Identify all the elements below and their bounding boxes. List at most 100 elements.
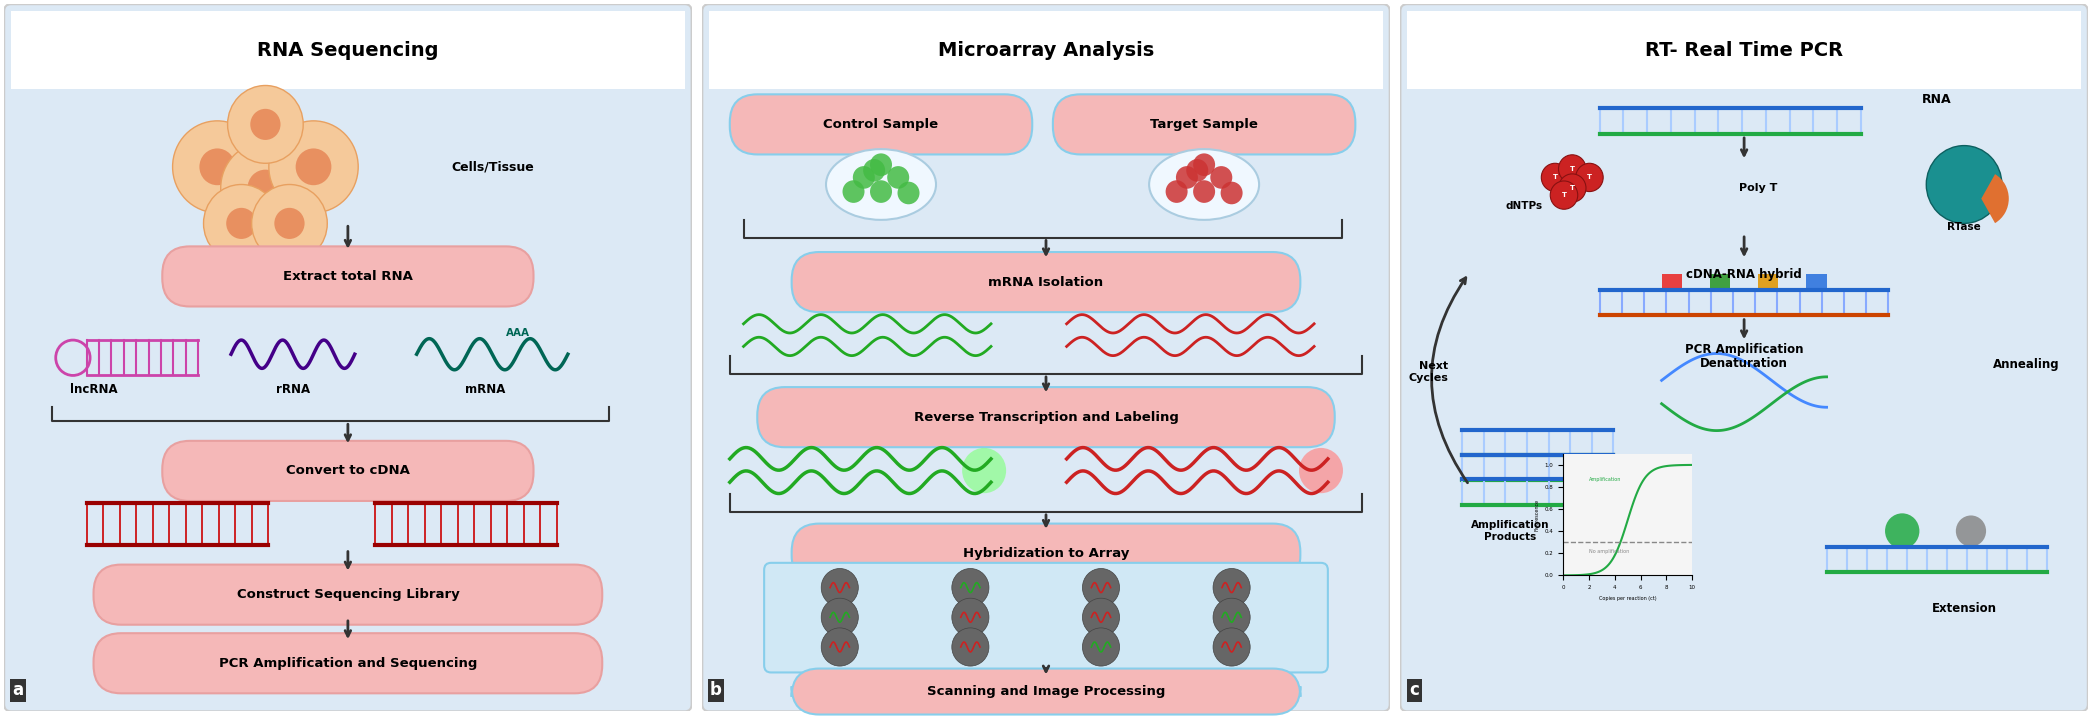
- FancyBboxPatch shape: [791, 252, 1301, 312]
- Bar: [709, 11, 1383, 89]
- Circle shape: [1186, 159, 1209, 182]
- FancyBboxPatch shape: [163, 246, 533, 307]
- Circle shape: [1192, 154, 1215, 176]
- Circle shape: [247, 169, 282, 206]
- Circle shape: [1956, 516, 1985, 546]
- Text: Construct Sequencing Library: Construct Sequencing Library: [236, 588, 460, 601]
- Circle shape: [251, 185, 326, 262]
- Circle shape: [1220, 182, 1243, 205]
- Text: Annealing: Annealing: [1994, 358, 2059, 371]
- Text: Extract total RNA: Extract total RNA: [282, 270, 412, 283]
- Text: b: b: [709, 681, 722, 699]
- Bar: [10, 11, 684, 89]
- Bar: [1757, 274, 1778, 290]
- Circle shape: [274, 208, 305, 239]
- Text: T: T: [1569, 185, 1575, 191]
- Text: Amplification
Products: Amplification Products: [1471, 521, 1550, 542]
- Circle shape: [1165, 180, 1188, 203]
- Text: Denaturation: Denaturation: [1701, 357, 1789, 370]
- Text: RT- Real Time PCR: RT- Real Time PCR: [1644, 41, 1843, 60]
- Text: RTase: RTase: [1948, 222, 1981, 232]
- Text: Amplification: Amplification: [1590, 477, 1621, 482]
- Circle shape: [952, 598, 990, 636]
- Circle shape: [822, 598, 858, 636]
- Text: mRNA: mRNA: [464, 383, 506, 396]
- FancyBboxPatch shape: [94, 633, 602, 694]
- Circle shape: [1211, 166, 1232, 189]
- Circle shape: [897, 182, 920, 205]
- Text: Reverse Transcription and Labeling: Reverse Transcription and Labeling: [914, 411, 1178, 424]
- Text: Extension: Extension: [1931, 602, 1996, 615]
- X-axis label: Copies per reaction (ct): Copies per reaction (ct): [1598, 596, 1657, 601]
- Text: cDNA-RNA hybrid: cDNA-RNA hybrid: [1686, 268, 1801, 281]
- Circle shape: [854, 166, 874, 189]
- Circle shape: [1885, 513, 1918, 549]
- Circle shape: [887, 166, 910, 189]
- FancyBboxPatch shape: [4, 4, 692, 712]
- Circle shape: [270, 121, 358, 213]
- Text: RNA: RNA: [1923, 93, 1952, 106]
- Text: dNTPs: dNTPs: [1506, 201, 1542, 210]
- Circle shape: [203, 185, 278, 262]
- Circle shape: [1192, 180, 1215, 203]
- FancyBboxPatch shape: [791, 668, 1301, 714]
- Wedge shape: [1981, 174, 2008, 223]
- Circle shape: [295, 149, 331, 185]
- Text: Convert to cDNA: Convert to cDNA: [287, 465, 410, 477]
- Circle shape: [864, 159, 885, 182]
- FancyBboxPatch shape: [163, 441, 533, 501]
- Text: c: c: [1410, 681, 1418, 699]
- Text: Scanning and Image Processing: Scanning and Image Processing: [927, 685, 1165, 698]
- Text: Next
Cycles: Next Cycles: [1408, 361, 1448, 383]
- Text: AAA: AAA: [506, 328, 529, 338]
- FancyBboxPatch shape: [1400, 4, 2088, 712]
- Circle shape: [1299, 448, 1343, 493]
- FancyBboxPatch shape: [791, 523, 1301, 584]
- Circle shape: [226, 208, 257, 239]
- Text: Target Sample: Target Sample: [1151, 118, 1257, 131]
- Circle shape: [870, 180, 891, 203]
- Circle shape: [1927, 146, 2002, 223]
- Text: Cells/Tissue: Cells/Tissue: [452, 160, 533, 173]
- Circle shape: [843, 180, 864, 203]
- FancyBboxPatch shape: [1052, 94, 1356, 154]
- Circle shape: [1542, 163, 1569, 192]
- Text: mRNA Isolation: mRNA Isolation: [987, 276, 1105, 289]
- Bar: [1709, 274, 1730, 290]
- FancyBboxPatch shape: [703, 4, 1389, 712]
- Text: PCR Amplification: PCR Amplification: [1684, 342, 1803, 356]
- Circle shape: [1082, 598, 1119, 636]
- Circle shape: [952, 569, 990, 607]
- Circle shape: [870, 154, 891, 176]
- Circle shape: [1176, 166, 1199, 189]
- Circle shape: [1213, 569, 1251, 607]
- Circle shape: [1575, 163, 1602, 192]
- Ellipse shape: [1149, 149, 1259, 220]
- Text: RNA Sequencing: RNA Sequencing: [257, 41, 439, 60]
- Bar: [1408, 11, 2082, 89]
- Y-axis label: Fluorescence: Fluorescence: [1533, 498, 1540, 531]
- Circle shape: [251, 109, 280, 140]
- Bar: [1805, 274, 1826, 290]
- Circle shape: [822, 569, 858, 607]
- Circle shape: [1559, 174, 1586, 202]
- FancyBboxPatch shape: [764, 563, 1328, 673]
- FancyBboxPatch shape: [730, 94, 1031, 154]
- Circle shape: [199, 149, 234, 185]
- Text: T: T: [1552, 174, 1559, 180]
- Circle shape: [1082, 569, 1119, 607]
- Circle shape: [228, 85, 303, 163]
- Text: a: a: [13, 681, 23, 699]
- Text: T: T: [1569, 166, 1575, 172]
- Circle shape: [962, 448, 1006, 493]
- Text: Microarray Analysis: Microarray Analysis: [937, 41, 1155, 60]
- Circle shape: [822, 628, 858, 666]
- Text: rRNA: rRNA: [276, 383, 310, 396]
- Text: Control Sample: Control Sample: [824, 118, 939, 131]
- FancyBboxPatch shape: [757, 387, 1335, 447]
- Circle shape: [1082, 628, 1119, 666]
- Ellipse shape: [826, 149, 935, 220]
- Circle shape: [174, 121, 262, 213]
- Text: lncRNA: lncRNA: [69, 383, 117, 396]
- Text: Poly T: Poly T: [1738, 183, 1776, 193]
